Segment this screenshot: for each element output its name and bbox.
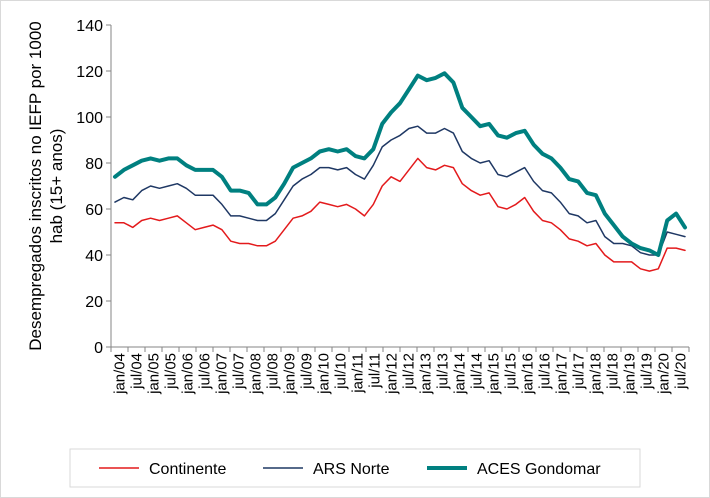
- x-tick-label: jan/08: [248, 353, 265, 395]
- x-tick-label: jul/05: [163, 353, 180, 390]
- x-tick-label: jan/07: [214, 353, 231, 395]
- series-line-2: [113, 71, 687, 257]
- series-line-0: [114, 157, 686, 272]
- x-tick-label: jan/14: [452, 353, 469, 395]
- x-tick-label: jan/16: [520, 353, 537, 395]
- legend-label-1: ARS Norte: [313, 461, 390, 478]
- x-tick-label: jul/08: [265, 353, 282, 390]
- y-tick-label: 40: [85, 248, 103, 265]
- x-tick-label: jul/12: [401, 353, 418, 390]
- x-tick-label: jul/04: [129, 353, 146, 390]
- x-tick-label: jan/15: [486, 353, 503, 395]
- x-tick-label: jul/17: [571, 353, 588, 390]
- x-tick-label: jul/13: [435, 353, 452, 390]
- y-tick-label: 140: [76, 18, 103, 35]
- x-tick-label: jul/19: [639, 353, 656, 390]
- x-tick-label: jan/09: [282, 353, 299, 395]
- x-tick-label: jan/18: [588, 353, 605, 395]
- x-tick-label: jul/20: [673, 353, 690, 390]
- legend-box: [69, 448, 641, 488]
- x-tick-label: jul/09: [299, 353, 316, 390]
- y-tick-label: 60: [85, 202, 103, 219]
- x-tick-label: jul/10: [333, 353, 350, 390]
- x-tick-label: jan/11: [350, 353, 367, 394]
- x-tick-label: jan/04: [112, 353, 129, 395]
- y-tick-label: 20: [85, 294, 103, 311]
- y-axis-label-line-2: hab (15+ anos): [47, 129, 66, 244]
- legend-label-2: ACES Gondomar: [477, 461, 601, 478]
- x-tick-label: jan/17: [554, 353, 571, 395]
- y-axis: 0 20 40 60 80 100 120 140: [76, 18, 112, 357]
- x-tick-label: jan/13: [418, 353, 435, 395]
- x-tick-label: jul/16: [537, 353, 554, 390]
- y-tick-label: 0: [94, 340, 103, 357]
- y-tick-label: 100: [76, 110, 103, 127]
- y-tick-label: 120: [76, 64, 103, 81]
- x-tick-label: jul/15: [503, 353, 520, 390]
- x-tick-label: jan/10: [316, 353, 333, 395]
- x-tick-label: jan/19: [622, 353, 639, 395]
- series-line-1: [114, 125, 686, 256]
- x-tick-label: jan/06: [180, 353, 197, 395]
- y-axis-label-line-1: Desempregados inscritos no IEFP por 1000: [26, 21, 45, 350]
- x-tick-label: jan/20: [656, 353, 673, 395]
- x-tick-label: jul/06: [197, 353, 214, 390]
- x-tick-label: jan/12: [384, 353, 401, 395]
- legend: Continente ARS Norte ACES Gondomar: [69, 448, 641, 488]
- x-tick-label: jan/05: [146, 353, 163, 395]
- x-axis: jan/04 jul/04 jan/05 jul/05 jan/06 jul/06 jan/…: [110, 346, 690, 395]
- plot-lines: [113, 71, 687, 272]
- x-tick-label: jul/18: [605, 353, 622, 390]
- x-tick-label: jul/14: [469, 353, 486, 390]
- x-tick-label: jul/11: [367, 353, 384, 389]
- y-tick-label: 80: [85, 156, 103, 173]
- legend-label-0: Continente: [149, 461, 226, 478]
- x-tick-label: jul/07: [231, 353, 248, 390]
